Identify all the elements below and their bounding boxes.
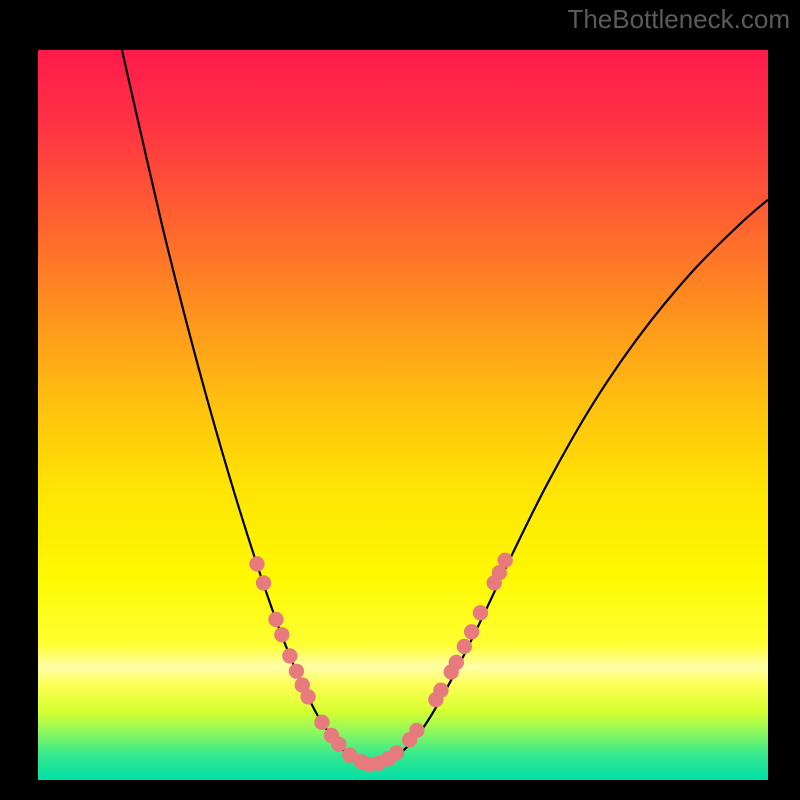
data-marker	[457, 639, 472, 654]
data-marker	[464, 624, 479, 639]
data-marker	[433, 683, 448, 698]
curve-right-branch	[367, 200, 769, 766]
data-marker	[268, 612, 283, 627]
plot-area	[38, 50, 768, 780]
data-marker	[314, 715, 329, 730]
watermark-text: TheBottleneck.com	[567, 4, 790, 35]
data-marker	[331, 737, 346, 752]
data-marker	[249, 556, 264, 571]
data-marker	[409, 723, 424, 738]
data-marker	[256, 575, 271, 590]
data-marker	[498, 553, 513, 568]
data-marker	[289, 664, 304, 679]
data-marker	[300, 689, 315, 704]
data-marker	[389, 745, 404, 760]
chart-frame: TheBottleneck.com	[0, 0, 800, 800]
data-marker	[449, 655, 464, 670]
data-marker	[473, 605, 488, 620]
data-marker	[282, 648, 297, 663]
curve-left-branch	[122, 50, 367, 765]
data-marker	[274, 627, 289, 642]
bottleneck-curve	[38, 50, 768, 780]
